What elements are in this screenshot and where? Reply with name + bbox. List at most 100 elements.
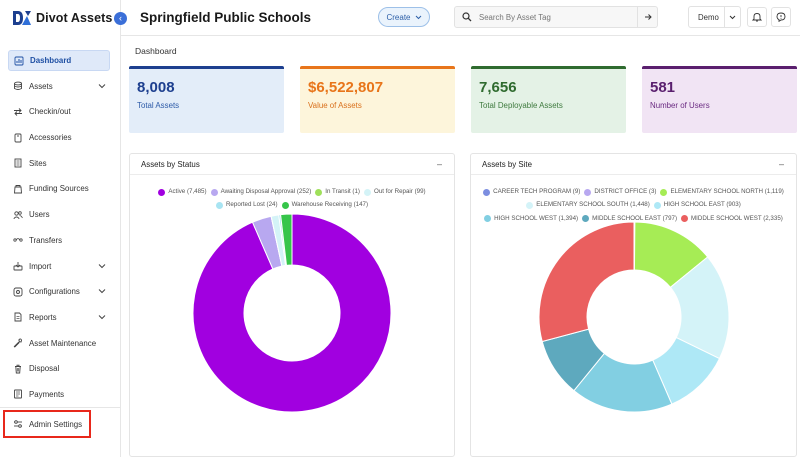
legend-item[interactable]: Warehouse Receiving (147) <box>281 200 369 211</box>
topbar: Springfield Public Schools Create Demo <box>121 0 800 36</box>
sidebar-item-disposal[interactable]: Disposal <box>8 358 110 379</box>
kpi-value: $6,522,807 <box>308 79 384 96</box>
legend-swatch <box>526 202 534 209</box>
accessories-icon <box>13 133 23 143</box>
chevron-down-icon <box>415 15 421 19</box>
chevron-down-icon[interactable] <box>98 262 106 270</box>
sidebar-item-payments[interactable]: Payments <box>8 384 110 405</box>
sidebar-item-funding-sources[interactable]: Funding Sources <box>8 178 110 199</box>
minimize-icon[interactable]: – <box>436 159 442 169</box>
brand-name: Divot Assets <box>36 11 113 25</box>
legend-item[interactable]: HIGH SCHOOL WEST (1,394) <box>484 214 578 225</box>
donut-slice-active[interactable] <box>192 213 392 413</box>
kpi-card[interactable]: 581 Number of Users <box>642 66 797 133</box>
sidebar-item-label: Accessories <box>29 133 72 143</box>
sidebar-item-dashboard[interactable]: Dashboard <box>8 50 110 71</box>
kpi-accent-bar <box>300 66 455 69</box>
checkin-out-icon <box>13 107 23 117</box>
legend-label: Warehouse Receiving (147) <box>291 201 369 209</box>
sidebar-item-label: Sites <box>29 158 47 168</box>
sidebar-item-accessories[interactable]: Accessories <box>8 127 110 148</box>
panel-header: Assets by Site – <box>471 154 796 175</box>
kpi-card[interactable]: 7,656 Total Deployable Assets <box>471 66 626 133</box>
legend-label: HIGH SCHOOL EAST (903) <box>663 201 741 209</box>
legend-item[interactable]: ELEMENTARY SCHOOL NORTH (1,119) <box>660 187 784 198</box>
users-icon <box>13 210 23 220</box>
kpi-card[interactable]: 8,008 Total Assets <box>129 66 284 133</box>
kpi-card[interactable]: $6,522,807 Value of Assets <box>300 66 455 133</box>
legend-label: ELEMENTARY SCHOOL NORTH (1,119) <box>670 188 784 195</box>
page-title: Springfield Public Schools <box>140 10 312 25</box>
chevron-down-icon[interactable] <box>98 313 106 321</box>
minimize-icon[interactable]: – <box>778 159 784 169</box>
search-bar <box>454 6 658 28</box>
chevron-down-icon[interactable] <box>98 287 106 295</box>
sidebar-item-configurations[interactable]: Configurations <box>8 281 110 302</box>
sidebar-item-sites[interactable]: Sites <box>8 153 110 174</box>
sidebar-collapse-button[interactable]: ‹ <box>114 12 127 25</box>
sidebar-nav: Dashboard Assets Checkin/out Accessories Sit… <box>0 50 121 410</box>
sidebar-item-label: Asset Maintenance <box>29 338 97 348</box>
funding-sources-icon <box>13 184 23 194</box>
search-input[interactable] <box>479 8 637 26</box>
sidebar-item-label: Users <box>29 210 50 220</box>
sidebar-item-users[interactable]: Users <box>8 204 110 225</box>
search-submit-button[interactable] <box>637 7 657 27</box>
notifications-button[interactable] <box>747 7 767 27</box>
legend-item[interactable]: Awaiting Disposal Approval (252) <box>210 187 311 198</box>
legend-item[interactable]: Reported Lost (24) <box>215 200 278 211</box>
messages-button[interactable] <box>771 7 791 27</box>
sidebar-item-asset-maintenance[interactable]: Asset Maintenance <box>8 333 110 354</box>
legend-item[interactable]: DISTRICT OFFICE (3) <box>584 187 656 198</box>
sidebar-item-reports[interactable]: Reports <box>8 307 110 328</box>
panel-title: Assets by Status <box>141 159 200 169</box>
sidebar-item-label: Admin Settings <box>29 419 83 429</box>
kpi-accent-bar <box>471 66 626 69</box>
legend-label: CAREER TECH PROGRAM (9) <box>493 188 581 195</box>
donut-slice-middle-school-west[interactable] <box>538 221 635 343</box>
sidebar-item-transfers[interactable]: Transfers <box>8 230 110 251</box>
user-menu-button[interactable]: Demo <box>688 6 741 28</box>
create-button[interactable]: Create <box>378 7 430 27</box>
arrow-right-icon <box>644 14 652 20</box>
chevron-down-icon[interactable] <box>98 82 106 90</box>
kpi-label: Total Deployable Assets <box>479 101 563 110</box>
brand[interactable]: Divot Assets <box>12 8 112 28</box>
kpi-value: 7,656 <box>479 79 517 96</box>
sidebar-item-label: Disposal <box>29 364 60 374</box>
legend-item[interactable]: CAREER TECH PROGRAM (9) <box>483 187 580 198</box>
sidebar-item-assets[interactable]: Assets <box>8 76 110 97</box>
sidebar-item-import[interactable]: Import <box>8 256 110 277</box>
donut-slice-warehouse-receiving[interactable] <box>280 213 293 266</box>
sidebar-item-label: Configurations <box>29 287 80 297</box>
dashboard-icon <box>14 56 24 66</box>
bell-icon <box>752 13 762 22</box>
trash-icon <box>13 364 23 374</box>
legend-item[interactable]: MIDDLE SCHOOL EAST (797) <box>582 214 677 225</box>
panel-header: Assets by Status – <box>130 154 454 175</box>
legend-swatch <box>483 188 491 196</box>
legend-label: Out for Repair (99) <box>374 188 426 195</box>
legend-item[interactable]: Active (7,485) <box>158 187 207 198</box>
legend-label: Active (7,485) <box>168 188 207 195</box>
chevron-left-icon: ‹ <box>119 13 122 23</box>
legend-item[interactable]: In Transit (1) <box>315 187 360 198</box>
legend-swatch <box>484 215 492 223</box>
legend-label: HIGH SCHOOL WEST (1,394) <box>494 214 579 222</box>
sidebar-item-checkin-out[interactable]: Checkin/out <box>8 101 110 122</box>
legend-swatch <box>158 188 166 196</box>
configurations-icon <box>13 287 23 297</box>
legend-swatch <box>315 188 323 196</box>
sidebar-divider <box>0 407 121 408</box>
legend-swatch <box>582 215 590 223</box>
legend-swatch <box>584 188 592 196</box>
legend-item[interactable]: MIDDLE SCHOOL WEST (2,335) <box>681 214 783 225</box>
legend-item[interactable]: HIGH SCHOOL EAST (903) <box>653 200 741 211</box>
user-name: Demo <box>698 12 719 22</box>
legend-item[interactable]: Out for Repair (99) <box>364 187 426 198</box>
sidebar-item-admin-settings[interactable]: Admin Settings <box>3 410 91 438</box>
kpi-value: 8,008 <box>137 79 175 96</box>
legend-item[interactable]: ELEMENTARY SCHOOL SOUTH (1,448) <box>526 200 650 211</box>
site-donut-chart <box>538 221 730 413</box>
